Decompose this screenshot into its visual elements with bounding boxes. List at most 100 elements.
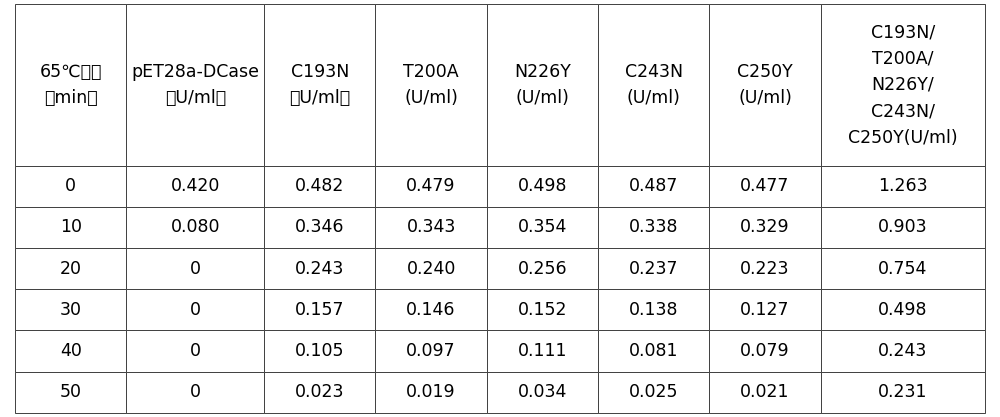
- Bar: [821, 166, 985, 207]
- Text: 30: 30: [60, 301, 82, 319]
- Text: 0.346: 0.346: [295, 219, 345, 236]
- Text: C243N
(U/ml): C243N (U/ml): [625, 63, 683, 107]
- Text: 0.477: 0.477: [740, 177, 790, 195]
- Text: C250Y
(U/ml): C250Y (U/ml): [737, 63, 793, 107]
- Bar: [821, 248, 985, 289]
- Text: 1.263: 1.263: [878, 177, 928, 195]
- Text: 20: 20: [60, 260, 82, 278]
- Bar: [126, 330, 264, 372]
- Bar: [15, 372, 126, 413]
- Bar: [126, 207, 264, 248]
- Text: 0.237: 0.237: [629, 260, 678, 278]
- Text: 0.903: 0.903: [878, 219, 928, 236]
- Bar: [487, 207, 598, 248]
- Bar: [15, 4, 126, 166]
- Text: 0.231: 0.231: [878, 383, 928, 401]
- Text: 0.420: 0.420: [171, 177, 220, 195]
- Text: 50: 50: [60, 383, 82, 401]
- Bar: [598, 207, 709, 248]
- Bar: [598, 372, 709, 413]
- Text: 0.482: 0.482: [295, 177, 344, 195]
- Bar: [375, 207, 487, 248]
- Text: C193N
（U/ml）: C193N （U/ml）: [289, 63, 350, 107]
- Bar: [375, 372, 487, 413]
- Bar: [264, 372, 375, 413]
- Bar: [487, 248, 598, 289]
- Bar: [598, 166, 709, 207]
- Bar: [375, 289, 487, 330]
- Text: N226Y
(U/ml): N226Y (U/ml): [514, 63, 571, 107]
- Bar: [598, 4, 709, 166]
- Bar: [126, 166, 264, 207]
- Bar: [709, 4, 821, 166]
- Bar: [487, 372, 598, 413]
- Bar: [709, 289, 821, 330]
- Text: 0.080: 0.080: [170, 219, 220, 236]
- Bar: [487, 289, 598, 330]
- Bar: [375, 330, 487, 372]
- Text: 0.343: 0.343: [406, 219, 456, 236]
- Text: 0.081: 0.081: [629, 342, 678, 360]
- Bar: [821, 372, 985, 413]
- Bar: [264, 330, 375, 372]
- Bar: [598, 289, 709, 330]
- Text: 0.243: 0.243: [878, 342, 928, 360]
- Text: 0.256: 0.256: [518, 260, 567, 278]
- Text: 0.498: 0.498: [878, 301, 928, 319]
- Bar: [264, 4, 375, 166]
- Text: 0.157: 0.157: [295, 301, 345, 319]
- Bar: [15, 330, 126, 372]
- Text: 0.034: 0.034: [518, 383, 567, 401]
- Text: 0.354: 0.354: [518, 219, 567, 236]
- Text: pET28a-DCase
（U/ml）: pET28a-DCase （U/ml）: [131, 63, 259, 107]
- Text: 0.127: 0.127: [740, 301, 790, 319]
- Text: 0.487: 0.487: [629, 177, 678, 195]
- Bar: [15, 166, 126, 207]
- Text: 0: 0: [65, 177, 76, 195]
- Text: C193N/
T200A/
N226Y/
C243N/
C250Y(U/ml): C193N/ T200A/ N226Y/ C243N/ C250Y(U/ml): [848, 23, 958, 147]
- Bar: [126, 289, 264, 330]
- Text: 0.338: 0.338: [629, 219, 678, 236]
- Text: T200A
(U/ml): T200A (U/ml): [403, 63, 459, 107]
- Text: 0.479: 0.479: [406, 177, 456, 195]
- Text: 0.146: 0.146: [406, 301, 456, 319]
- Bar: [821, 289, 985, 330]
- Text: 0: 0: [190, 301, 201, 319]
- Bar: [264, 289, 375, 330]
- Text: 0.021: 0.021: [740, 383, 790, 401]
- Text: 0.152: 0.152: [518, 301, 567, 319]
- Bar: [709, 372, 821, 413]
- Bar: [264, 207, 375, 248]
- Bar: [264, 248, 375, 289]
- Text: 0.023: 0.023: [295, 383, 345, 401]
- Text: 0.079: 0.079: [740, 342, 790, 360]
- Text: 0.138: 0.138: [629, 301, 678, 319]
- Text: 0.240: 0.240: [406, 260, 456, 278]
- Text: 0: 0: [190, 260, 201, 278]
- Bar: [487, 166, 598, 207]
- Bar: [709, 248, 821, 289]
- Bar: [487, 330, 598, 372]
- Text: 0.019: 0.019: [406, 383, 456, 401]
- Bar: [598, 330, 709, 372]
- Text: 0.097: 0.097: [406, 342, 456, 360]
- Bar: [487, 4, 598, 166]
- Bar: [15, 248, 126, 289]
- Bar: [375, 248, 487, 289]
- Bar: [598, 248, 709, 289]
- Text: 0: 0: [190, 342, 201, 360]
- Text: 40: 40: [60, 342, 82, 360]
- Bar: [264, 166, 375, 207]
- Bar: [126, 372, 264, 413]
- Text: 0.243: 0.243: [295, 260, 344, 278]
- Bar: [126, 248, 264, 289]
- Bar: [821, 207, 985, 248]
- Text: 0.025: 0.025: [629, 383, 678, 401]
- Text: 0.105: 0.105: [295, 342, 345, 360]
- Bar: [375, 166, 487, 207]
- Bar: [821, 4, 985, 166]
- Bar: [126, 4, 264, 166]
- Text: 0.498: 0.498: [518, 177, 567, 195]
- Bar: [709, 166, 821, 207]
- Text: 0: 0: [190, 383, 201, 401]
